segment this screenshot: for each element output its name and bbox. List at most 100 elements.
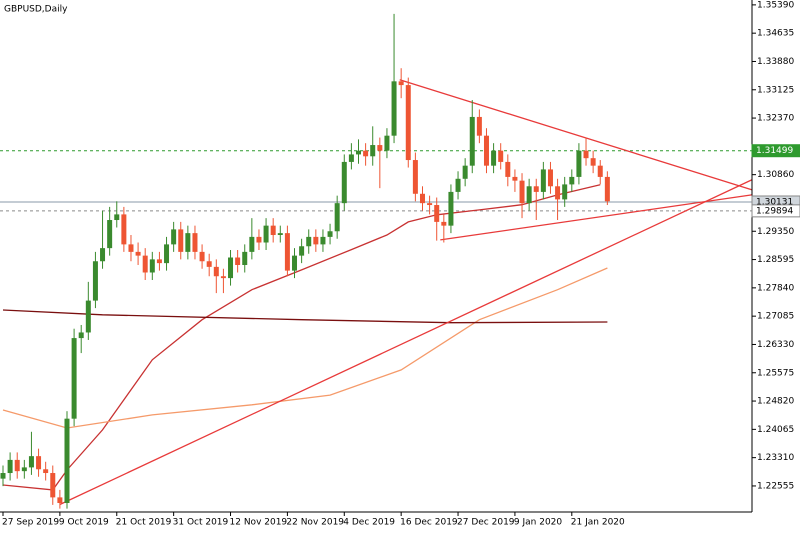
candle-body xyxy=(171,229,177,245)
level-label-box xyxy=(751,144,800,158)
candle-body xyxy=(476,116,482,136)
level-label: 1.31499 xyxy=(756,146,793,156)
candle-body xyxy=(562,184,568,200)
x-tick-label: 21 Jan 2020 xyxy=(571,518,625,528)
candle-body xyxy=(242,251,248,265)
candle-body xyxy=(199,251,205,262)
candle-body xyxy=(590,158,596,166)
candle-body xyxy=(356,150,361,155)
y-tick-label: 1.27085 xyxy=(757,312,794,322)
y-tick-label: 1.26330 xyxy=(757,340,794,350)
candle-body xyxy=(43,469,49,474)
candle-body xyxy=(448,191,454,226)
candle-body xyxy=(206,261,212,267)
candle-body xyxy=(547,169,553,187)
x-tick-label: 31 Oct 2019 xyxy=(173,518,229,528)
candle-body xyxy=(363,150,369,157)
x-tick-label: 27 Sep 2019 xyxy=(2,518,59,528)
candle-body xyxy=(483,135,489,166)
y-tick-label: 1.27840 xyxy=(757,283,794,293)
candle-body xyxy=(519,180,525,204)
candle-body xyxy=(434,205,440,222)
candle-body xyxy=(419,193,425,204)
trend-line xyxy=(59,179,752,506)
y-tick-label: 1.33880 xyxy=(757,57,794,67)
candle-body xyxy=(334,203,340,232)
y-tick-label: 1.28595 xyxy=(757,255,794,265)
y-tick-label: 1.25575 xyxy=(757,368,794,378)
candle-body xyxy=(135,251,141,256)
candle-body xyxy=(71,338,77,419)
candle-body xyxy=(505,161,511,177)
y-tick-label: 1.24820 xyxy=(757,397,794,407)
candle-body xyxy=(156,259,162,264)
x-tick-label: 16 Dec 2019 xyxy=(400,518,458,528)
candle-body xyxy=(164,244,170,264)
candle-body xyxy=(228,257,234,279)
candle-body xyxy=(50,473,56,498)
candle-body xyxy=(576,150,582,177)
candle-body xyxy=(128,244,134,252)
candle-body xyxy=(412,160,418,194)
y-tick-label: 1.35390 xyxy=(757,0,794,10)
moving-average xyxy=(2,267,608,429)
candle-body xyxy=(21,467,27,472)
candle-body xyxy=(299,246,305,256)
candle-body xyxy=(370,145,376,157)
candle-body xyxy=(142,255,148,273)
candle-body xyxy=(235,257,241,265)
level-label-box xyxy=(751,204,800,218)
candle-body xyxy=(583,150,589,159)
x-tick-label: 22 Nov 2019 xyxy=(286,518,344,528)
candle-body xyxy=(149,259,155,273)
candle-body xyxy=(263,225,269,243)
candle-body xyxy=(462,165,468,179)
candle-body xyxy=(377,145,383,151)
candle-body xyxy=(327,231,333,237)
candle-body xyxy=(121,214,127,245)
candle-body xyxy=(213,266,219,277)
y-tick-label: 1.30860 xyxy=(757,170,794,180)
candle-body xyxy=(555,186,561,200)
chart-title: GBPUSD,Daily xyxy=(4,5,68,15)
trend-line xyxy=(399,79,752,191)
candle-body xyxy=(270,225,276,236)
candle-body xyxy=(604,176,610,202)
x-tick-label: 4 Dec 2019 xyxy=(343,518,395,528)
candle-body xyxy=(292,255,298,271)
y-tick-label: 1.34635 xyxy=(757,29,794,39)
level-label: 1.30131 xyxy=(756,197,793,207)
candle-body xyxy=(391,81,397,136)
candle-body xyxy=(348,154,354,162)
candle-body xyxy=(249,236,255,252)
x-tick-label: 9 Jan 2020 xyxy=(514,518,562,528)
candle-body xyxy=(78,332,84,339)
candle-body xyxy=(306,236,312,247)
candle-body xyxy=(491,150,497,166)
candle-body xyxy=(178,229,184,252)
candle-body xyxy=(597,165,603,177)
candle-body xyxy=(320,236,326,245)
x-tick-label: 27 Dec 2019 xyxy=(457,518,515,528)
y-tick-label: 1.29350 xyxy=(757,227,794,237)
moving-average xyxy=(2,309,608,324)
candle-body xyxy=(405,85,411,161)
candle-body xyxy=(398,81,404,86)
candle-body xyxy=(92,261,98,301)
candle-body xyxy=(85,300,91,333)
y-tick-label: 1.23310 xyxy=(757,453,794,463)
level-label: 1.29894 xyxy=(756,206,793,216)
candle-body xyxy=(384,135,390,151)
plot-area xyxy=(0,13,752,509)
candle-body xyxy=(569,176,575,185)
candle-body xyxy=(0,473,6,479)
candle-body xyxy=(14,459,20,472)
candle-body xyxy=(441,221,447,226)
candle-body xyxy=(313,236,319,245)
candle-body xyxy=(526,186,532,204)
candle-body xyxy=(7,459,13,474)
trend-line xyxy=(440,194,752,241)
candle-body xyxy=(192,233,198,252)
